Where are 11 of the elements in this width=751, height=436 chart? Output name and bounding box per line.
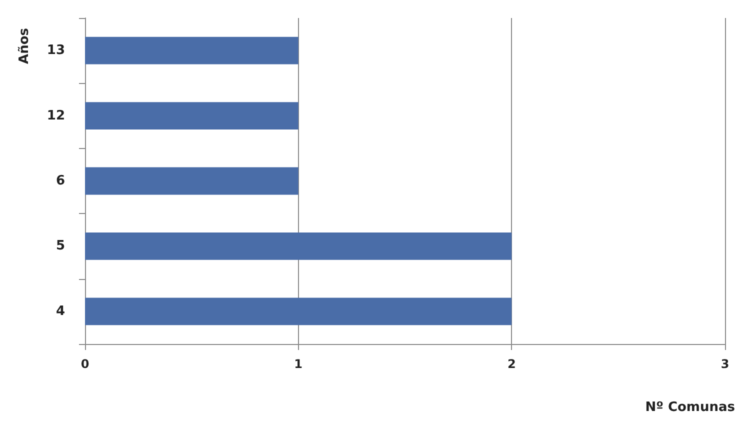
y-tick-label: 4 xyxy=(56,304,65,319)
y-axis-title: Años xyxy=(17,28,32,64)
y-tick-label: 5 xyxy=(56,238,65,254)
x-tick-label: 2 xyxy=(507,357,516,371)
x-tick-label: 0 xyxy=(80,357,90,371)
y-tick-label: 12 xyxy=(46,108,65,124)
x-axis-title: Nº Comunas xyxy=(645,400,736,415)
y-tick-label: 13 xyxy=(46,43,65,58)
y-tick-label: 6 xyxy=(56,174,65,188)
x-tick-label: 1 xyxy=(294,357,303,371)
x-tick-label: 3 xyxy=(720,357,730,371)
